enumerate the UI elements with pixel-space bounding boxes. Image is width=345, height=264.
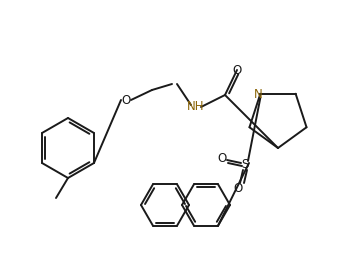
Text: O: O [217,152,227,164]
Text: N: N [254,88,263,101]
Text: O: O [121,93,131,106]
Text: O: O [233,182,243,195]
Text: NH: NH [187,101,205,114]
Text: S: S [241,158,249,172]
Text: O: O [233,64,241,77]
